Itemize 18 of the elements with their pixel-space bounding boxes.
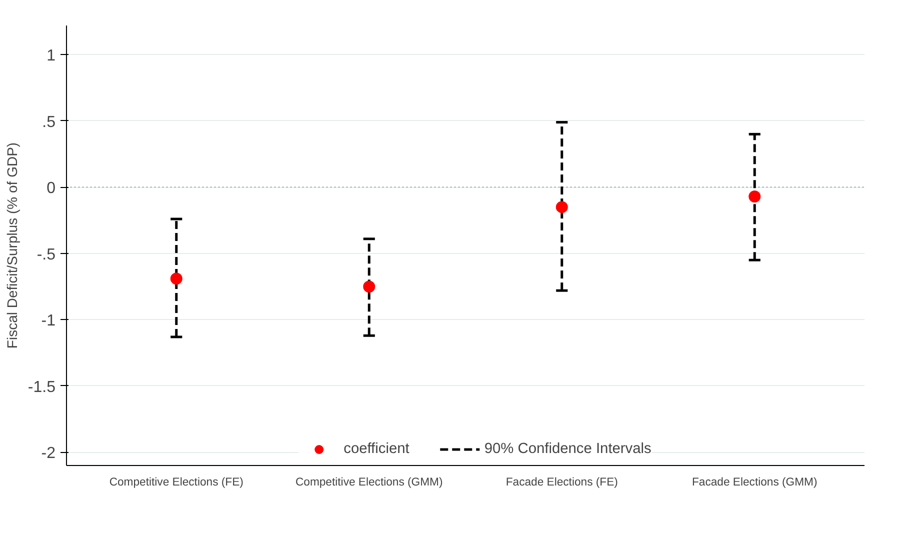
y-tick-label: 1	[46, 48, 56, 65]
point	[363, 280, 376, 293]
annotation: 90% Confidence Intervals	[484, 441, 652, 457]
y-tick-label: -.5	[36, 246, 56, 264]
x-tick-label: Competitive Elections (GMM)	[295, 476, 443, 488]
point	[170, 272, 182, 285]
y-tick-label: -1	[41, 312, 56, 330]
point	[748, 190, 761, 202]
y-tick-label: -2	[41, 445, 56, 462]
y-tick-label: -1.5	[28, 378, 56, 396]
y-axis-title: Fiscal Deficit/Surplus (% of GDP)	[4, 142, 20, 349]
legend-label: coefficient	[344, 441, 410, 457]
x-tick-label: Facade Elections (FE)	[506, 476, 618, 488]
y-tick-label: 0	[46, 180, 56, 198]
point	[556, 201, 568, 214]
y-tick-label: .5	[42, 114, 56, 131]
x-tick-label: Competitive Elections (FE)	[109, 476, 244, 488]
x-tick-label: Facade Elections (GMM)	[692, 476, 818, 488]
